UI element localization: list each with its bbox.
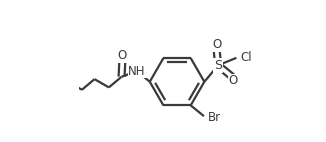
Text: NH: NH <box>128 65 146 78</box>
Text: Cl: Cl <box>241 51 252 64</box>
Text: S: S <box>214 59 222 72</box>
Text: Br: Br <box>208 111 221 124</box>
Text: O: O <box>229 75 238 87</box>
Text: O: O <box>212 38 221 51</box>
Text: O: O <box>118 49 127 62</box>
